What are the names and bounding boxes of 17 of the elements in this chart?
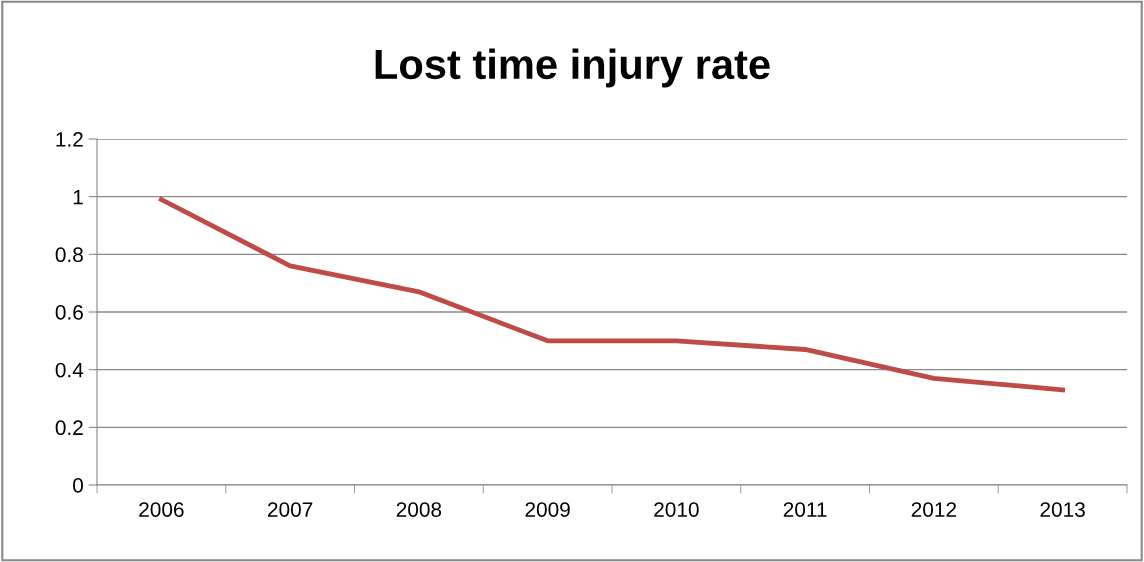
y-tick-label: 0 bbox=[73, 478, 83, 493]
x-tick-label: 2009 bbox=[525, 502, 570, 517]
x-tick-label: 2012 bbox=[911, 502, 956, 517]
y-tick-label: 0.4 bbox=[55, 362, 84, 378]
x-tick-label: 2006 bbox=[139, 502, 184, 517]
y-tick-label: 0.8 bbox=[55, 247, 83, 263]
y-tick-label: 0.6 bbox=[55, 305, 83, 320]
line-series bbox=[158, 197, 1066, 393]
x-tick-label: 2010 bbox=[654, 502, 699, 517]
x-tick-label: 2007 bbox=[268, 502, 313, 517]
chart-title: Lost time injury rate bbox=[375, 48, 770, 88]
y-tick-label: 1 bbox=[73, 189, 83, 205]
x-tick-label: 2011 bbox=[783, 502, 827, 517]
y-tick-label: 1.2 bbox=[56, 132, 83, 147]
x-tick-label: 2008 bbox=[396, 502, 442, 517]
y-tick-label: 0.2 bbox=[55, 420, 83, 436]
x-tick-label: 2013 bbox=[1040, 502, 1085, 517]
